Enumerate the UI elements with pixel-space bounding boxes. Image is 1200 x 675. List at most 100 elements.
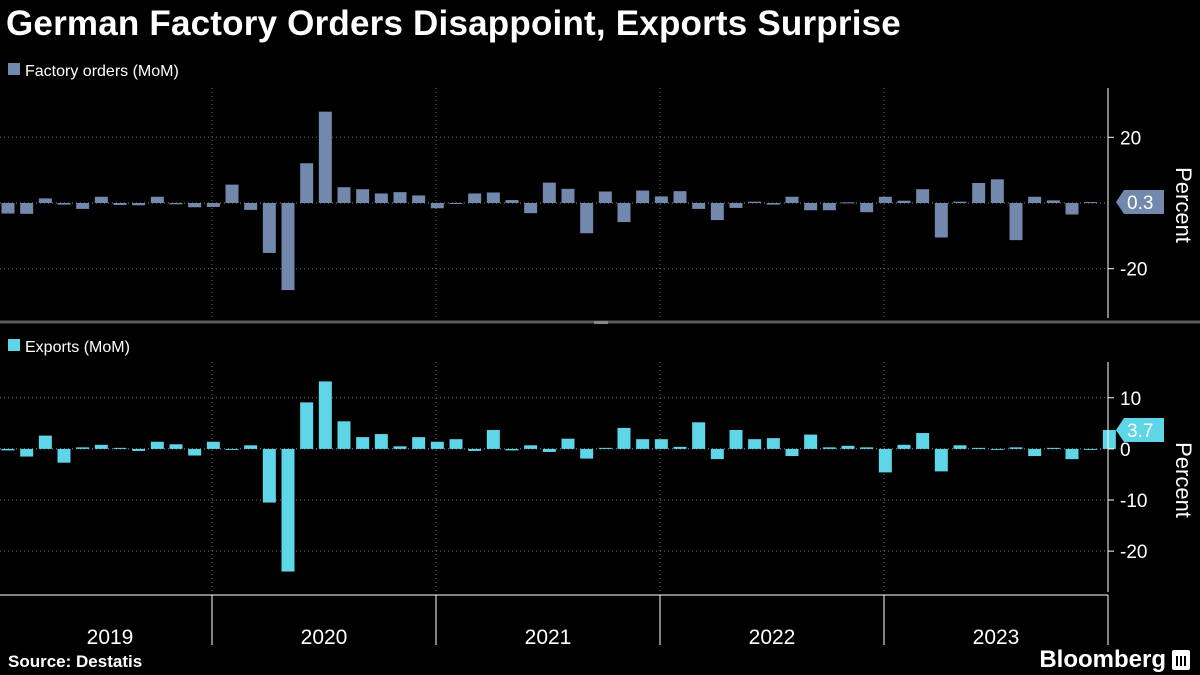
factory-orders-bar [1084,202,1098,204]
bloomberg-terminal-icon [1172,650,1190,670]
factory-orders-bar [822,203,836,211]
factory-orders-bar [953,201,967,203]
factory-orders-bar [804,203,818,211]
exports-bar [710,448,724,460]
exports-bar [729,429,743,449]
exports-latest-callout-shape [1116,417,1164,442]
exports-bar [748,439,762,449]
exports-latest-label: 3.7 [1127,421,1153,442]
exports-bar [524,445,538,449]
x-axis-year-label: 2020 [301,626,348,649]
factory-orders-bar [262,203,276,253]
x-axis-year-label: 2022 [749,626,796,649]
exports-bar [449,439,463,449]
factory-orders-panel: Factory orders (MoM) 20 -20 0.3 Percent [0,63,1196,318]
exports-bar [1028,448,1042,457]
factory-orders-bars [1,111,1098,291]
exports-bar [916,433,930,449]
factory-orders-bar [1009,203,1023,241]
factory-orders-bar [636,190,650,203]
exports-bar [94,444,108,449]
factory-orders-bar [225,184,239,203]
exports-bar [57,448,71,463]
exports-y-tick-label: 10 [1120,389,1141,410]
factory-orders-bar [486,192,500,203]
exports-bar [766,438,780,449]
factory-orders-bar [654,196,668,203]
exports-bar [804,434,818,449]
exports-bar [822,447,836,449]
factory-orders-y-tick-label: -20 [1120,260,1147,281]
x-axis-year-label: 2023 [973,626,1020,649]
factory-orders-bar [598,191,612,203]
x-axis-year-label: 2019 [87,626,134,649]
exports-bar [636,439,650,449]
exports-bar [337,421,351,449]
exports-bar [169,444,183,449]
exports-bar [412,437,426,449]
exports-bar [598,447,612,449]
factory-orders-bar [748,201,762,203]
factory-orders-y-axis-title: Percent [1171,167,1196,243]
factory-orders-bar [244,203,258,210]
exports-bar [1084,448,1098,450]
factory-orders-bar [1046,200,1060,203]
factory-orders-bar [281,203,295,291]
exports-bar [1102,429,1116,449]
exports-bar [505,448,519,451]
panel-divider-handle [594,321,608,324]
exports-bar [860,447,874,449]
factory-orders-bar [393,192,407,203]
factory-orders-bar [468,193,482,203]
exports-bar [1,448,15,451]
factory-orders-bar [934,203,948,238]
factory-orders-bar [785,196,799,203]
exports-bar [356,437,370,449]
factory-orders-latest-label: 0.3 [1127,193,1153,214]
factory-orders-bar [617,203,631,223]
factory-orders-bar [38,198,52,203]
factory-orders-bar [94,196,108,203]
factory-orders-bar [300,163,314,203]
exports-bar [897,444,911,449]
factory-orders-bar [430,203,444,209]
exports-y-tick-label: 0 [1120,440,1131,461]
factory-orders-bar [561,188,575,203]
source-note: Source: Destatis [8,652,143,671]
exports-bar [673,446,687,449]
factory-orders-bar [580,203,594,234]
factory-orders-bar [841,202,855,204]
factory-orders-bar [356,189,370,203]
x-axis-year-labels: 2019 2020 2021 2022 2023 [87,626,1020,649]
exports-bar [113,447,127,449]
factory-orders-bar [374,193,388,203]
exports-bar [1009,447,1023,449]
factory-orders-y-ticks: 20 -20 [1108,128,1147,281]
exports-y-axis-title: Percent [1171,442,1196,518]
exports-legend-label: Exports (MoM) [25,339,130,356]
x-axis: 2019 2020 2021 2022 2023 [0,594,1109,649]
factory-orders-bar [990,179,1004,203]
factory-orders-bar [132,203,146,206]
x-axis-year-label: 2021 [525,626,572,649]
bloomberg-logo: Bloomberg [1039,646,1190,674]
factory-orders-bar [710,203,724,221]
exports-bar [300,402,314,449]
factory-orders-gridlines [0,88,1108,318]
factory-orders-latest-callout-shape [1116,190,1164,215]
exports-bar [244,445,258,449]
factory-orders-bar [729,203,743,208]
exports-bar [430,441,444,449]
exports-bar [1065,448,1079,460]
exports-bar [393,446,407,449]
exports-bar [785,448,799,457]
exports-bars [1,381,1116,572]
factory-orders-y-tick-label: 20 [1120,128,1141,149]
exports-gridlines [0,362,1108,592]
factory-orders-bar [76,203,90,209]
factory-orders-legend-swatch [8,63,20,75]
factory-orders-bar [113,203,127,205]
factory-orders-bar [897,200,911,203]
exports-bar [990,448,1004,450]
